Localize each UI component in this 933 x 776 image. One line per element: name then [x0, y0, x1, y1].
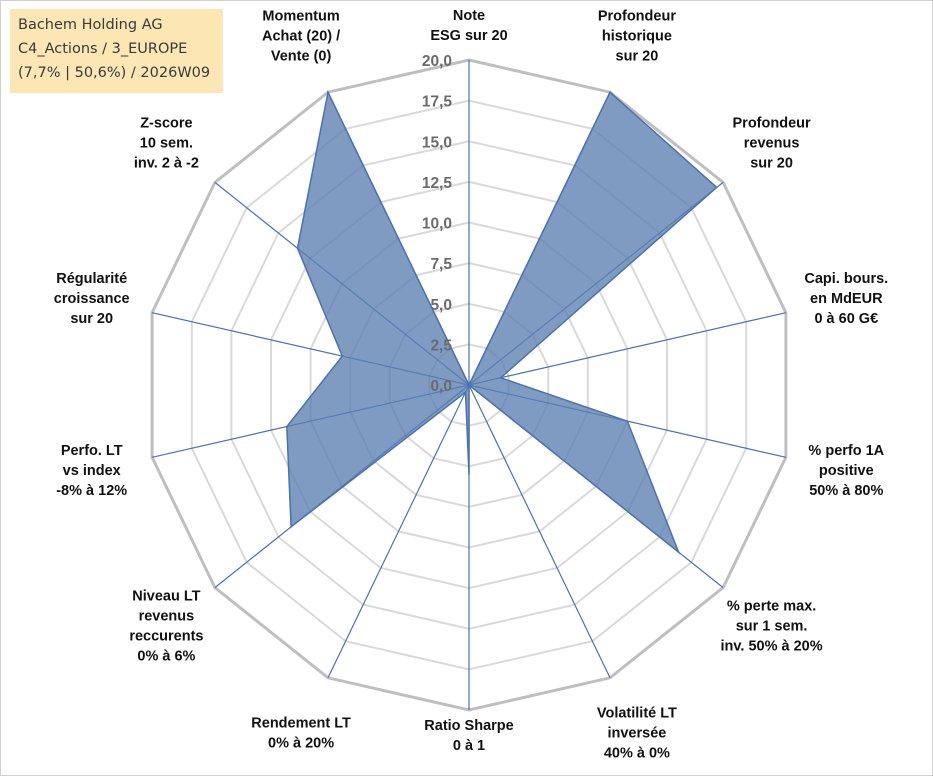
axis-label-1: Profondeur historique sur 20: [598, 8, 676, 64]
tick-label: 15,0: [422, 134, 452, 151]
axis-label-13: Momentum Achat (20) / Vente (0): [262, 8, 340, 64]
axis-label-11: Régularité croissance sur 20: [54, 271, 130, 327]
radar-axis-labels: Note ESG sur 20 Profondeur historique sur 20…: [54, 8, 888, 762]
tick-label: 10,0: [422, 216, 452, 233]
axis-label-4: % perfo 1A positive 50% à 80%: [808, 443, 884, 499]
series-point-8: [464, 391, 467, 394]
series-point-4: [626, 420, 629, 423]
info-stats: (7,7% | 50,6%) / 2026W09: [18, 65, 211, 81]
axis-label-2: Profondeur revenus sur 20: [733, 116, 811, 172]
info-company: Bachem Holding AG: [18, 17, 163, 33]
series-point-5: [677, 551, 680, 553]
axis-label-5: % perte max. sur 1 sem. inv. 50% à 20%: [721, 598, 823, 654]
series-point-9: [290, 526, 292, 528]
series-area-0: [286, 89, 718, 555]
axis-label-12: Z-score 10 sem. inv. 2 à -2: [134, 116, 199, 172]
series-point-2: [715, 186, 718, 189]
series-point-10: [286, 425, 288, 428]
radar-series: [286, 89, 718, 555]
series-point-6: [468, 384, 470, 386]
series-point-11: [341, 355, 344, 357]
series-point-3: [499, 377, 502, 379]
series-point-7: [468, 473, 470, 476]
tick-label: 17,5: [422, 94, 453, 111]
axis-label-8: Rendement LT 0% à 20%: [251, 716, 351, 752]
axis-label-0: Note ESG sur 20: [430, 8, 507, 44]
series-point-13: [327, 91, 329, 93]
radar-tick-labels: 0,0 2,5 5,0 7,5 10,0 12,5 15,0 17,5 20,0: [422, 53, 453, 395]
axis-label-10: Perfo. LT vs index -8% à 12%: [56, 443, 127, 499]
axis-spoke-8: [327, 384, 470, 679]
series-point-12: [296, 247, 299, 249]
axis-label-9: Niveau LT revenus reccurents 0% à 6%: [129, 588, 203, 664]
info-box: Bachem Holding AG C4_Actions / 3_EUROPE …: [10, 9, 223, 93]
tick-label: 20,0: [422, 53, 452, 70]
axis-label-6: Volatilité LT inversée 40% à 0%: [597, 706, 677, 762]
tick-label: 5,0: [430, 297, 452, 314]
tick-label: 12,5: [422, 175, 453, 192]
axis-spoke-6: [468, 384, 611, 679]
axis-label-7: Ratio Sharpe 0 à 1: [424, 718, 513, 754]
axis-spoke-3: [468, 312, 787, 386]
tick-label: 0,0: [430, 378, 452, 395]
tick-label: 7,5: [430, 256, 452, 273]
tick-label: 2,5: [430, 337, 452, 354]
series-point-1: [609, 91, 611, 93]
info-category: C4_Actions / 3_EUROPE: [18, 41, 188, 57]
axis-label-3: Capi. bours. en MdEUR 0 à 60 G€: [804, 271, 888, 327]
